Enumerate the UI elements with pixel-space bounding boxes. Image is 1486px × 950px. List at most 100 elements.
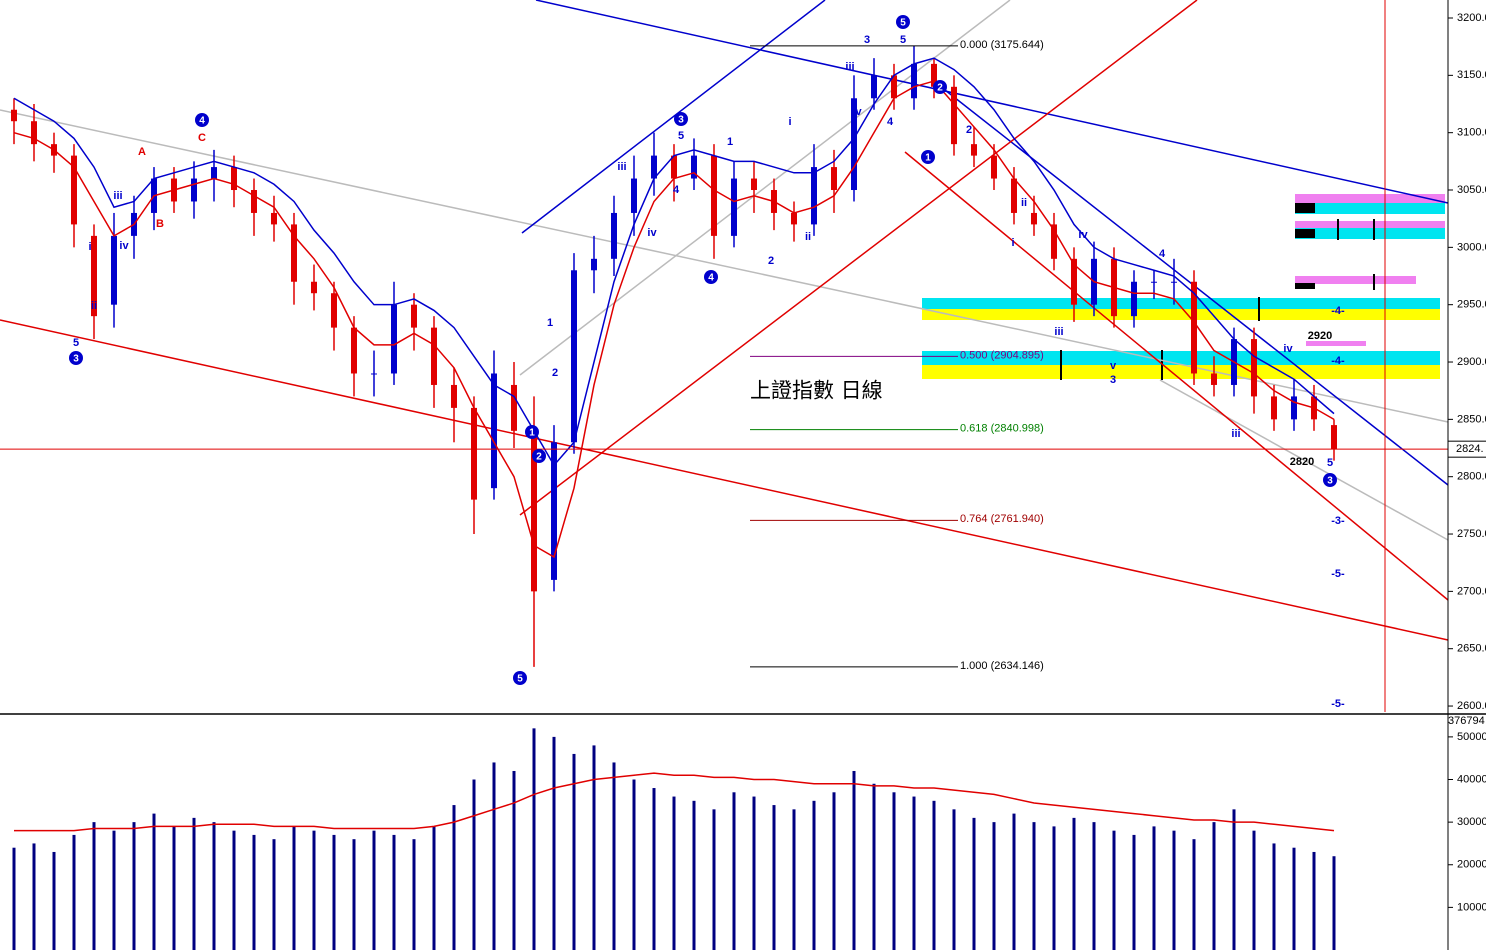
volume-bar — [472, 779, 476, 950]
candle-body — [891, 75, 897, 99]
wave-label: ii — [1021, 197, 1027, 209]
candle-body — [1131, 281, 1137, 317]
wave-label: 5 — [900, 34, 906, 46]
level-label: -4- — [1331, 355, 1345, 367]
volume-bar — [892, 792, 896, 950]
wave-circle — [896, 15, 910, 29]
marker — [1295, 229, 1315, 238]
y-tick-label: 2650.0 — [1457, 643, 1486, 655]
volume-bar — [992, 822, 996, 950]
candle-body — [851, 98, 857, 191]
candle-body — [431, 327, 437, 385]
zone — [1295, 221, 1445, 228]
volume-bar — [632, 779, 636, 950]
candle-body — [251, 190, 257, 213]
volume-bar — [1112, 830, 1116, 950]
wave-circle — [513, 671, 527, 685]
wave-label: iii — [1054, 326, 1063, 338]
candle-body — [1011, 178, 1017, 213]
candle-body — [471, 407, 477, 500]
candle-body — [1151, 281, 1157, 283]
wave-label: iv — [1078, 229, 1088, 241]
volume-bar — [972, 817, 976, 950]
y-tick-label: 3150.0 — [1457, 69, 1486, 81]
volume-bar — [412, 839, 416, 950]
volume-bar — [1052, 826, 1056, 950]
candle-body — [831, 167, 837, 191]
volume-bar — [332, 834, 336, 950]
moving-average — [14, 772, 1335, 832]
wave-label: 1 — [727, 136, 733, 148]
y-tick-label: 2750.0 — [1457, 528, 1486, 540]
level-label: -3- — [1331, 515, 1345, 527]
candle-body — [211, 167, 217, 179]
candle-body — [511, 384, 517, 431]
y-tick-label: 50000 — [1457, 731, 1486, 743]
fib-label: 0.000 (3175.644) — [960, 39, 1044, 51]
volume-bar — [12, 847, 16, 950]
trend-line — [519, 0, 1011, 376]
marker — [1295, 283, 1315, 289]
volume-bar — [932, 800, 936, 950]
volume-bar — [352, 839, 356, 950]
zone — [1295, 203, 1445, 214]
candle-body — [671, 155, 677, 179]
zone — [922, 365, 1440, 379]
moving-average — [13, 80, 1335, 559]
wave-label: A — [138, 146, 146, 158]
candle-body — [911, 63, 917, 99]
wave-label: 5 — [1327, 457, 1333, 469]
y-tick-label: 20000 — [1457, 859, 1486, 871]
trend-line — [904, 151, 1449, 601]
volume-bar — [912, 796, 916, 950]
wave-label: 2 — [937, 83, 943, 94]
wave-label: iii — [845, 61, 854, 73]
volume-bar — [132, 822, 136, 950]
volume-bar — [372, 830, 376, 950]
wave-label: B — [156, 218, 164, 230]
volume-bar — [232, 830, 236, 950]
y-tick-label: 30000 — [1457, 816, 1486, 828]
candle-body — [811, 167, 817, 225]
candle-body — [611, 212, 617, 259]
wave-label: 2 — [536, 452, 542, 463]
candle-body — [971, 144, 977, 156]
volume-bar — [1032, 822, 1036, 950]
volume-bar — [652, 788, 656, 950]
marker — [1306, 341, 1366, 346]
volume-bar — [792, 809, 796, 950]
volume-bar — [952, 809, 956, 950]
y-tick-label: 2850.0 — [1457, 413, 1486, 425]
volume-bar — [292, 826, 296, 950]
candle-body — [371, 373, 377, 375]
volume-bar — [32, 843, 36, 950]
volume-bar — [1012, 813, 1016, 950]
fib-label: 0.764 (2761.940) — [960, 513, 1044, 525]
candle-body — [71, 155, 77, 225]
fib-label: 1.000 (2634.146) — [960, 660, 1044, 672]
zone — [1295, 276, 1416, 284]
volume-bar — [732, 792, 736, 950]
candle-body — [271, 212, 277, 225]
trend-line — [1159, 379, 1449, 541]
wave-label: 1 — [925, 153, 931, 164]
wave-label: iii — [113, 190, 122, 202]
wave-label: 3 — [864, 34, 870, 46]
y-tick-label: 2800.0 — [1457, 471, 1486, 483]
wave-label: 2 — [552, 367, 558, 379]
candle-body — [1271, 396, 1277, 420]
wave-label: 1 — [547, 317, 553, 329]
wave-label: 4 — [708, 273, 714, 284]
zone — [1295, 194, 1445, 203]
chart-title: 上證指數 日線 — [750, 379, 883, 403]
candle-body — [1171, 281, 1177, 283]
volume-bar — [752, 796, 756, 950]
candle-body — [231, 167, 237, 191]
wave-label: 3 — [1110, 374, 1116, 386]
candle-body — [1291, 396, 1297, 420]
candle-body — [1211, 373, 1217, 385]
candle-body — [191, 178, 197, 202]
wave-circle — [933, 80, 947, 94]
wave-label: iv — [852, 106, 862, 118]
